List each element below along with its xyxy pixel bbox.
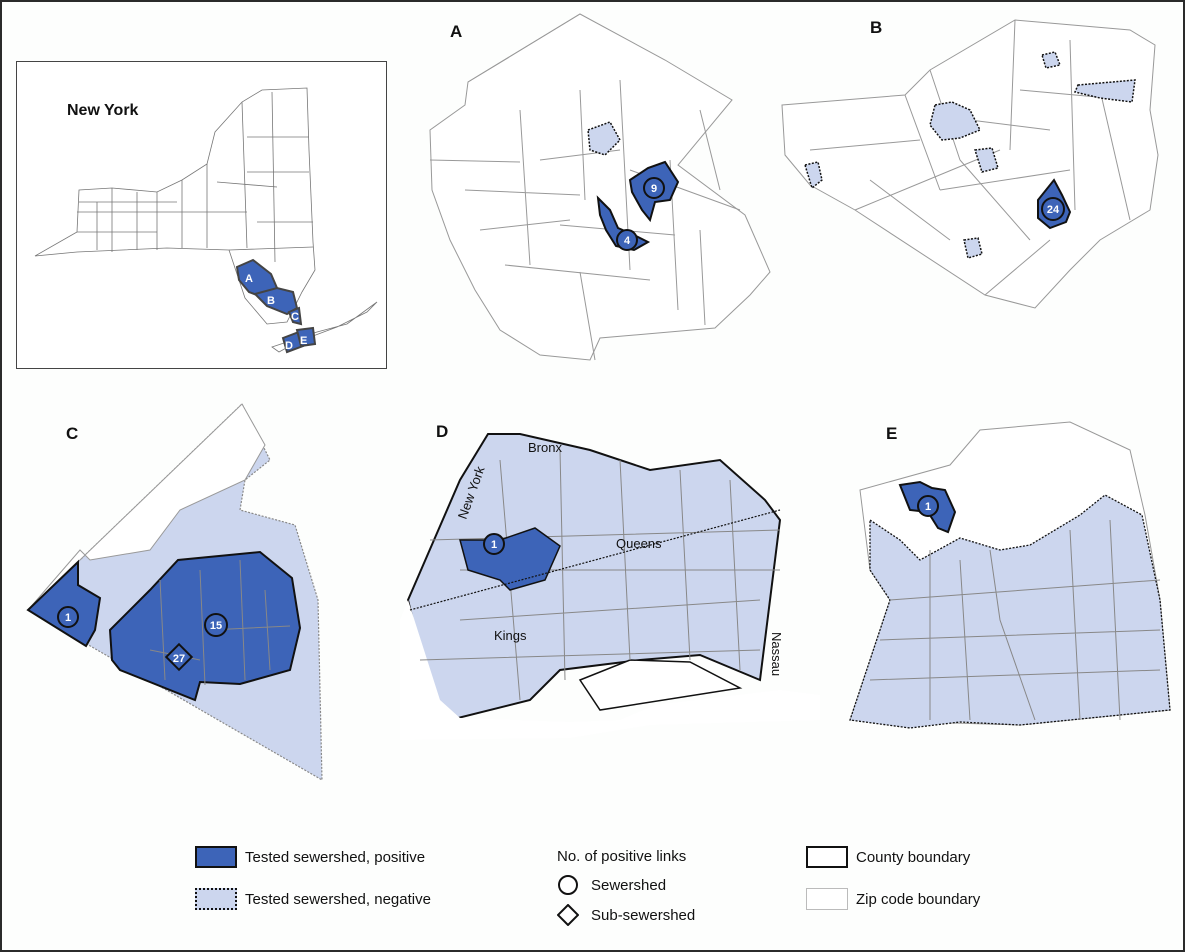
- panel-c-badge-15: 15: [204, 613, 228, 637]
- inset-label-d: D: [285, 340, 293, 352]
- legend-county: County boundary: [806, 846, 970, 868]
- panel-b: B 24: [770, 10, 1180, 310]
- svg-text:1: 1: [491, 539, 497, 551]
- legend: Tested sewershed, positive Tested sewers…: [0, 840, 1185, 930]
- panel-label-e: E: [886, 424, 898, 443]
- panel-a: A 9 4: [420, 10, 800, 370]
- legend-sub-sewershed-label: Sub-sewershed: [591, 906, 696, 924]
- panel-a-negative-sewershed: [587, 121, 621, 156]
- panel-a-badge-4: 4: [616, 229, 638, 251]
- legend-positive: Tested sewershed, positive: [195, 846, 425, 868]
- positive-swatch-icon: [195, 846, 237, 868]
- panel-c-diamond-27: 27: [164, 642, 194, 672]
- svg-text:27: 27: [173, 653, 185, 665]
- negative-swatch-icon: [195, 888, 237, 910]
- panel-b-negative-sewersheds: [804, 51, 1136, 259]
- legend-links-heading: No. of positive links: [557, 848, 687, 865]
- panel-c-badge-1: 1: [57, 606, 79, 628]
- place-label-queens: Queens: [616, 536, 662, 551]
- inset-title: New York: [67, 102, 139, 119]
- inset-new-york: New York A B C D E: [16, 61, 387, 369]
- circle-icon: [558, 875, 578, 895]
- panel-label-d: D: [436, 422, 449, 441]
- panel-label-c: C: [66, 424, 79, 443]
- inset-label-e: E: [300, 335, 307, 347]
- inset-label-a: A: [245, 273, 253, 285]
- legend-positive-label: Tested sewershed, positive: [245, 848, 426, 866]
- svg-text:4: 4: [624, 235, 631, 247]
- county-swatch-icon: [806, 846, 848, 868]
- panel-label-a: A: [450, 22, 463, 41]
- panel-b-badge-24: 24: [1041, 197, 1065, 221]
- legend-sub-sewershed: Sub-sewershed: [557, 904, 695, 926]
- place-label-nassau: Nassau: [769, 632, 784, 676]
- panel-c: C 1 15 27: [0, 400, 340, 820]
- panel-c-map: 1 15 27: [26, 403, 323, 782]
- new-york-state-map: A B C D E: [34, 87, 378, 354]
- panel-e: E 1: [830, 420, 1180, 740]
- svg-text:24: 24: [1047, 204, 1060, 216]
- svg-text:9: 9: [651, 183, 657, 195]
- svg-text:1: 1: [65, 612, 71, 624]
- legend-sewershed: Sewershed: [557, 874, 666, 896]
- legend-county-label: County boundary: [856, 848, 971, 866]
- panel-a-map: 9 4: [429, 13, 771, 361]
- inset-label-c: C: [291, 311, 299, 323]
- panel-c-positive-sewershed-1: [26, 559, 102, 648]
- panel-label-b: B: [870, 18, 883, 37]
- place-label-bronx: Bronx: [528, 440, 562, 455]
- panel-d-map: 1 Bronx New York Queens Kings Nassau: [400, 433, 820, 740]
- panel-d: D 1 Bronx New York Queens Kings Nassau: [400, 420, 820, 740]
- panel-b-map: 24: [781, 19, 1159, 309]
- legend-negative: Tested sewershed, negative: [195, 888, 431, 910]
- panel-a-badge-9: 9: [643, 177, 665, 199]
- panel-e-map: 1: [849, 421, 1171, 729]
- svg-text:1: 1: [925, 501, 931, 513]
- legend-negative-label: Tested sewershed, negative: [245, 890, 431, 908]
- panel-d-badge-1: 1: [483, 533, 505, 555]
- legend-zip: Zip code boundary: [806, 888, 980, 910]
- svg-text:15: 15: [210, 620, 222, 632]
- inset-region-c: [287, 306, 303, 326]
- place-label-kings: Kings: [494, 628, 527, 643]
- panel-e-badge-1: 1: [917, 495, 939, 517]
- legend-sewershed-label: Sewershed: [591, 876, 667, 894]
- inset-label-b: B: [267, 295, 275, 307]
- legend-zip-label: Zip code boundary: [856, 890, 981, 908]
- inset-region-e: [295, 326, 317, 348]
- zip-swatch-icon: [806, 888, 848, 910]
- diamond-icon: [557, 904, 579, 926]
